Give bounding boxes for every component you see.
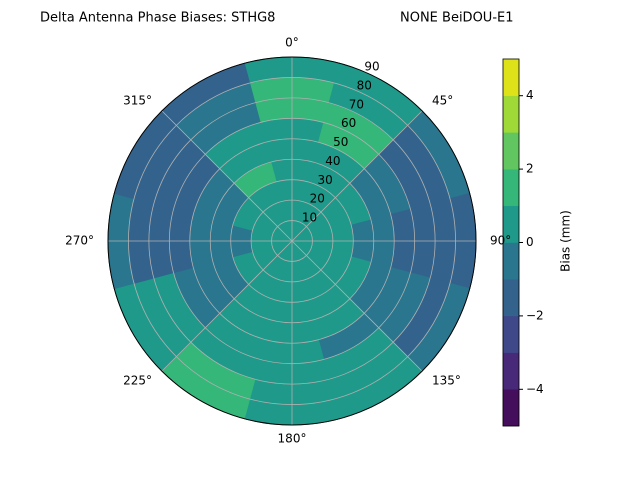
colorbar-band <box>502 389 520 427</box>
colorbar-band <box>502 132 520 170</box>
colorbar-band <box>502 168 520 207</box>
colorbar-tick-label: 4 <box>526 88 534 102</box>
theta-tick-label: 270° <box>65 234 94 248</box>
colorbar-tick-label: −2 <box>526 308 544 322</box>
grid-spoke <box>291 240 423 372</box>
grid <box>107 56 477 426</box>
colorbar-band <box>502 58 520 96</box>
colorbar-tick-label: 0 <box>526 235 534 249</box>
r-tick-label: 60 <box>341 116 356 130</box>
polar-frame <box>107 56 477 426</box>
colorbar-band <box>502 315 520 353</box>
grid-spoke <box>161 110 293 242</box>
r-tick-label: 10 <box>302 211 317 225</box>
r-tick-label: 20 <box>310 192 325 206</box>
r-tick-label: 30 <box>317 173 332 187</box>
colorbar-band <box>502 278 520 317</box>
r-tick-label: 80 <box>357 78 372 92</box>
colorbar-band <box>502 95 520 133</box>
r-tick-label: 70 <box>349 97 364 111</box>
r-tick-label: 50 <box>333 135 348 149</box>
theta-tick-label: 225° <box>123 374 152 388</box>
theta-tick-label: 135° <box>432 374 461 388</box>
colorbar-tick-label: 2 <box>526 162 534 176</box>
theta-tick-label: 0° <box>285 36 299 50</box>
grid-spoke <box>291 110 423 242</box>
grid-spoke <box>161 240 293 372</box>
colorbar-band <box>502 242 520 280</box>
r-tick-label: 40 <box>325 154 340 168</box>
theta-tick-label: 180° <box>278 432 307 446</box>
theta-tick-label: 315° <box>123 93 152 107</box>
theta-tick-label: 90° <box>490 234 511 248</box>
colorbar-band <box>502 352 520 390</box>
chart-subtitle: NONE BeiDOU-E1 <box>400 11 514 26</box>
colorbar-tick-label: −4 <box>526 382 544 396</box>
colorbar: −4 −2 0 2 4 <box>502 58 544 427</box>
colorbar-label: Bias (mm) <box>559 210 573 272</box>
r-tick-label: 90 <box>364 60 379 74</box>
theta-tick-label: 45° <box>432 93 453 107</box>
chart-title: Delta Antenna Phase Biases: STHG8 <box>40 11 275 26</box>
